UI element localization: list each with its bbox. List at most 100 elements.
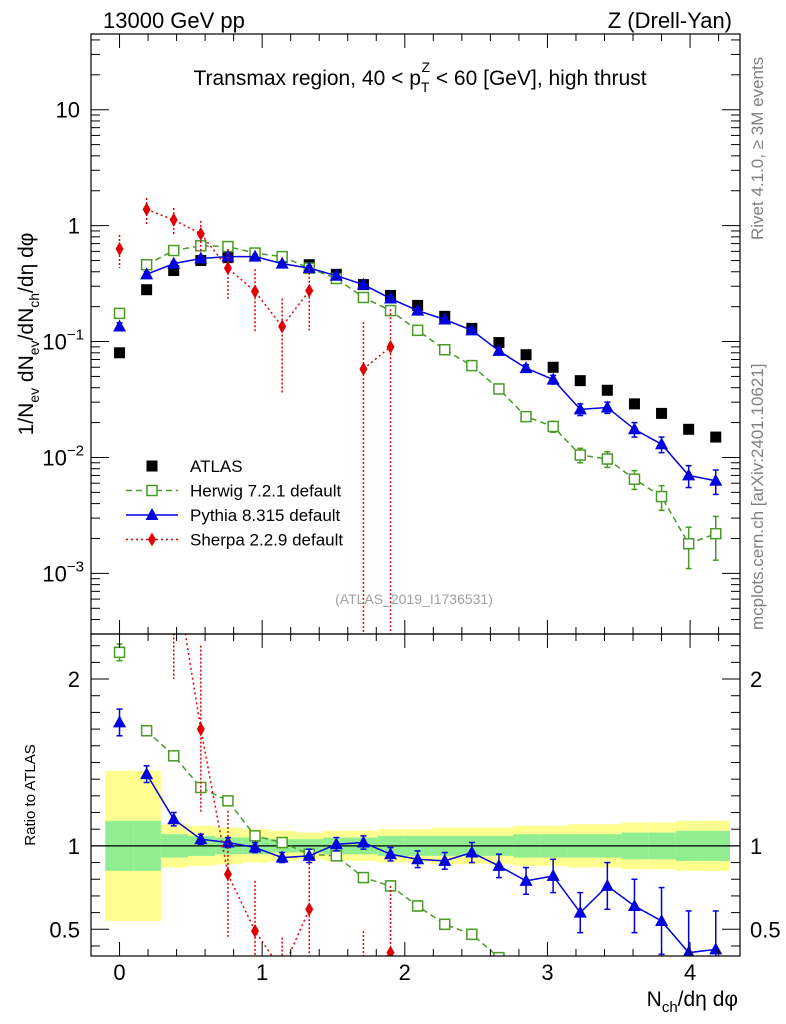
ylabel-b: dN (15, 355, 38, 388)
main-point-atlas (574, 375, 586, 387)
ratio-point-herwig-7-2-1-default (629, 998, 639, 1008)
ratio-point-sherpa-2-2-9-default (251, 923, 260, 938)
main-point-pythia-8-315-default (329, 268, 343, 281)
y-tick-label: 10−2 (42, 442, 84, 470)
main-line-herwig-7-2-1-default (146, 245, 717, 545)
main-point-sherpa-2-2-9-default (142, 202, 151, 217)
main-point-atlas (601, 384, 613, 396)
main-point-atlas (520, 349, 532, 361)
ratio-point-herwig-7-2-1-default (113, 646, 126, 659)
ratio-point-herwig-7-2-1-default (357, 871, 370, 884)
ratio-point-pythia-8-315-default (384, 847, 398, 860)
ylabel-d: /dη dφ (15, 233, 38, 293)
ratio-point-sherpa-2-2-9-default (223, 867, 232, 882)
ratio-point-pythia-8-315-default (275, 850, 289, 863)
ratio-point-pythia-8-315-default (221, 835, 235, 848)
main-point-herwig-7-2-1-default (655, 490, 668, 503)
legend-marker (146, 460, 158, 472)
main-point-herwig-7-2-1-default (357, 291, 370, 304)
x-tick-label: 4 (684, 960, 696, 985)
main-point-pythia-8-315-default (275, 256, 289, 269)
header-right: Z (Drell-Yan) (608, 8, 732, 33)
legend-marker (148, 532, 156, 547)
ratio-point-pythia-8-315-default (113, 715, 127, 728)
ratio-point-pythia-8-315-default (627, 898, 641, 911)
main-point-atlas (493, 337, 505, 349)
main-point-herwig-7-2-1-default (438, 343, 451, 356)
main-point-pythia-8-315-default (140, 267, 154, 280)
ratio-point-herwig-7-2-1-default (411, 900, 424, 912)
ratio-point-pythia-8-315-default (167, 812, 181, 825)
ratio-point-pythia-8-315-default (573, 905, 587, 918)
main-point-sherpa-2-2-9-default (386, 339, 395, 354)
y-tick-base: 10 (42, 561, 66, 586)
mcplots-label: mcplots.cern.ch [arXiv:2401.10621] (748, 364, 767, 630)
y-tick-base: 10 (42, 330, 66, 355)
main-point-pythia-8-315-default (519, 361, 533, 374)
ylabel-c: /dN (15, 308, 38, 341)
main-point-pythia-8-315-default (492, 343, 506, 356)
main-point-herwig-7-2-1-default (574, 449, 586, 461)
rivet-label: Rivet 4.1.0, ≥ 3M events (748, 57, 767, 240)
ratio-point-pythia-8-315-default (194, 832, 208, 845)
ratio-line-pythia-8-315-default (145, 773, 716, 954)
title-prefix: Transmax region, 40 < p (193, 67, 420, 90)
main-point-sherpa-2-2-9-default (359, 361, 368, 376)
ratio-point-pythia-8-315-default (438, 853, 452, 866)
ratio-point-pythia-8-315-default (683, 945, 695, 956)
main-point-pythia-8-315-default (573, 402, 587, 415)
main-point-sherpa-2-2-9-default (251, 284, 260, 299)
ratio-series-sherpa-2-2-9-default (172, 634, 395, 988)
ratio-y-tick-label-right: 0.5 (750, 917, 781, 942)
main-point-herwig-7-2-1-default (466, 359, 478, 372)
main-point-atlas (656, 407, 668, 419)
main-point-atlas (628, 398, 640, 410)
ylabel-a: 1/N (15, 403, 38, 436)
main-point-sherpa-2-2-9-default (305, 283, 314, 298)
xlabel-b: /dη dφ (678, 988, 738, 1011)
ratio-point-herwig-7-2-1-default (438, 918, 451, 931)
ratio-ylabel: Ratio to ATLAS (22, 744, 39, 845)
ratio-frame (90, 633, 741, 957)
ratio-point-herwig-7-2-1-default (466, 928, 478, 941)
legend-entry-herwig-7-2-1-default: Herwig 7.2.1 default (126, 482, 341, 501)
ratio-point-pythia-8-315-default (302, 848, 316, 861)
title-sup: Z (421, 59, 430, 75)
ratio-point-pythia-8-315-default (465, 845, 479, 858)
main-series-pythia-8-315-default (113, 249, 723, 496)
main-point-sherpa-2-2-9-default (169, 212, 178, 227)
y-tick-exponent: −3 (67, 558, 84, 575)
main-point-pythia-8-315-default (356, 277, 370, 290)
ratio-point-pythia-8-315-default (600, 878, 614, 891)
ratio-point-pythia-8-315-default (492, 858, 506, 871)
main-series-atlas (114, 250, 722, 443)
main-point-herwig-7-2-1-default (710, 527, 722, 540)
ratio-point-pythia-8-315-default (356, 835, 370, 848)
main-point-pythia-8-315-default (384, 291, 398, 304)
main-point-pythia-8-315-default (167, 256, 181, 269)
main-point-atlas (547, 361, 559, 373)
ratio-point-sherpa-2-2-9-default (359, 974, 367, 988)
main-point-pythia-8-315-default (411, 303, 425, 316)
main-point-pythia-8-315-default (627, 422, 641, 435)
y-tick-base: 10 (56, 98, 80, 123)
main-point-pythia-8-315-default (438, 312, 452, 325)
ratio-point-sherpa-2-2-9-default (196, 722, 205, 737)
main-point-pythia-8-315-default (600, 400, 614, 413)
main-point-atlas (710, 431, 722, 443)
main-point-herwig-7-2-1-default (628, 473, 641, 485)
main-point-pythia-8-315-default (655, 437, 669, 450)
legend-entry-atlas: ATLAS (146, 457, 243, 476)
ratio-point-pythia-8-315-default (519, 873, 533, 886)
main-point-pythia-8-315-default (546, 372, 560, 385)
x-tick-label: 1 (256, 960, 268, 985)
y-tick-base: 1 (68, 214, 80, 239)
main-point-pythia-8-315-default (113, 319, 127, 332)
main-point-herwig-7-2-1-default (493, 383, 505, 395)
main-point-herwig-7-2-1-default (411, 324, 424, 337)
xlabel-a-sub: ch (662, 999, 678, 1016)
ylabel-b-sub: ev (26, 340, 42, 355)
xlabel-a: N (647, 988, 662, 1011)
